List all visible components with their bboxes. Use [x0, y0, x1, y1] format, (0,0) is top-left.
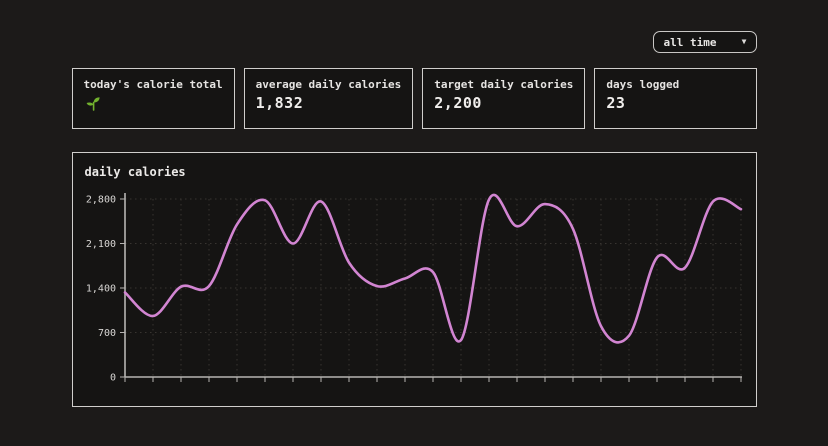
- stat-label: today's calorie total: [83, 78, 223, 91]
- chart-title: daily calories: [84, 165, 186, 179]
- stat-card-average-daily: average daily calories 1,832: [243, 68, 414, 129]
- time-range-value: all time: [663, 35, 717, 49]
- dashboard-page: all time ▼ today's calorie total average…: [71, 0, 757, 407]
- chart-ticks: [119, 198, 741, 382]
- daily-calories-panel: daily calories 0 700 1,400 2,100 2,800: [71, 152, 757, 407]
- stat-card-target-daily: target daily calories 2,200: [422, 68, 586, 129]
- chart-gridlines: [124, 198, 741, 377]
- time-range-dropdown[interactable]: all time ▼: [652, 31, 757, 53]
- stat-value: 23: [606, 94, 626, 112]
- svg-text:2,800: 2,800: [85, 195, 115, 206]
- top-bar: all time ▼: [72, 31, 757, 53]
- y-axis-labels: 0 700 1,400 2,100 2,800: [85, 195, 115, 384]
- stat-card-todays-total: today's calorie total: [71, 68, 235, 129]
- svg-text:1,400: 1,400: [85, 284, 115, 295]
- stat-value: 2,200: [434, 94, 482, 112]
- stat-label: average daily calories: [255, 78, 402, 91]
- stats-row: today's calorie total average daily calo…: [71, 68, 757, 129]
- calories-line-series: [123, 193, 742, 344]
- stat-label: days logged: [606, 78, 680, 91]
- svg-text:700: 700: [97, 328, 115, 339]
- stat-label: target daily calories: [434, 78, 574, 91]
- seedling-icon: [84, 93, 223, 116]
- svg-text:2,100: 2,100: [85, 239, 115, 250]
- daily-calories-line-chart: 0 700 1,400 2,100 2,800: [85, 193, 742, 384]
- stat-card-days-logged: days logged 23: [594, 68, 757, 129]
- stat-value: 1,832: [255, 94, 304, 112]
- chevron-down-icon: ▼: [741, 37, 747, 46]
- svg-text:0: 0: [109, 373, 115, 384]
